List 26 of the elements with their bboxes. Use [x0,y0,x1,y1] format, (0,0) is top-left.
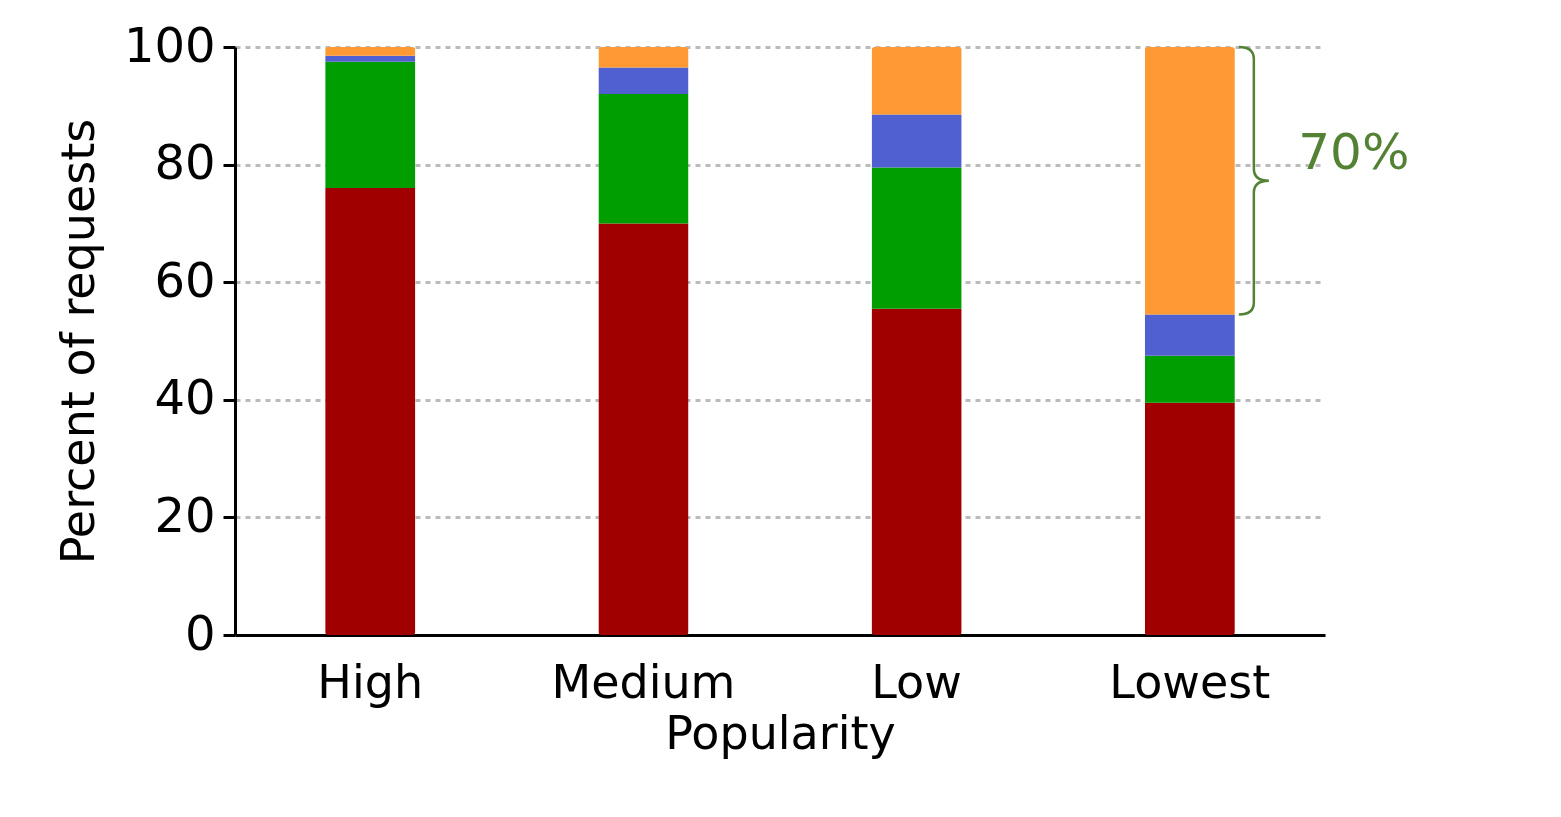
y-tick-label: 100 [123,16,216,73]
bar [871,308,962,635]
bar [871,114,962,168]
bar [871,167,962,309]
bar [325,47,416,56]
bar [598,94,689,224]
bar [598,47,689,68]
bar [325,61,416,189]
y-tick-label: 0 [184,604,216,661]
bar [871,47,962,115]
bar [598,67,689,95]
y-axis-title: Percent of requests [50,118,105,565]
annotation: 70% [1298,122,1410,181]
x-tick-label: Lowest [1109,654,1271,709]
bar [1144,47,1235,315]
bar [1144,402,1235,635]
bar [1144,314,1235,356]
bar [598,223,689,635]
x-tick-label: High [317,654,424,709]
bar [1144,355,1235,403]
bar [325,55,416,62]
bar [325,188,416,635]
y-tick-label: 60 [154,251,216,308]
y-tick-label: 80 [154,134,216,191]
y-tick-label: 20 [154,486,216,543]
y-tick-label: 40 [154,369,216,426]
